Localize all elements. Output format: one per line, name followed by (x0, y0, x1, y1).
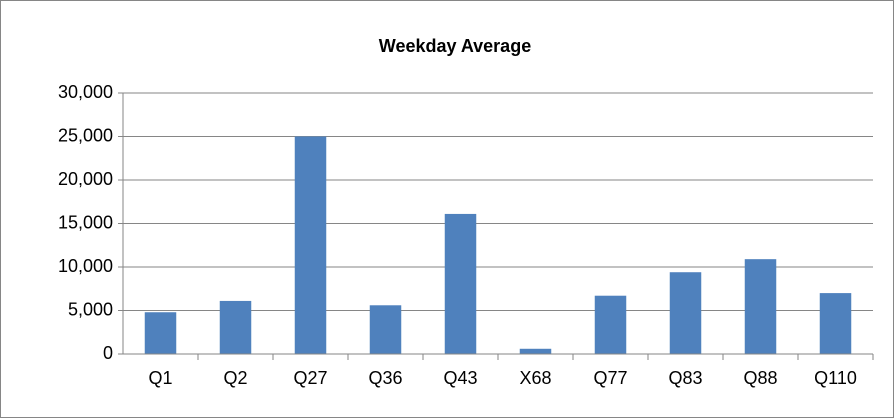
bar (669, 272, 702, 354)
bar (444, 213, 477, 354)
x-tick-label: Q36 (368, 368, 402, 388)
y-tick-label: 5,000 (68, 299, 113, 319)
bar (219, 300, 252, 354)
bar (819, 293, 852, 354)
x-tick-label: Q88 (743, 368, 777, 388)
y-tick-label: 0 (103, 343, 113, 363)
bar (144, 312, 177, 354)
x-tick-label: Q77 (593, 368, 627, 388)
y-tick-label: 30,000 (58, 82, 113, 102)
y-tick-label: 15,000 (58, 212, 113, 232)
y-tick-label: 10,000 (58, 256, 113, 276)
bar (369, 305, 402, 354)
bar (519, 348, 552, 354)
x-tick-label: X68 (519, 368, 551, 388)
x-tick-label: Q27 (293, 368, 327, 388)
x-tick-label: Q2 (223, 368, 247, 388)
x-tick-label: Q43 (443, 368, 477, 388)
x-tick-label: Q110 (814, 368, 857, 388)
bar (744, 259, 777, 354)
y-tick-label: 20,000 (58, 169, 113, 189)
bar (294, 136, 327, 354)
bar (594, 295, 627, 354)
chart-title: Weekday Average (379, 36, 531, 56)
x-tick-label: Q1 (148, 368, 172, 388)
x-tick-label: Q83 (668, 368, 702, 388)
y-tick-label: 25,000 (58, 125, 113, 145)
